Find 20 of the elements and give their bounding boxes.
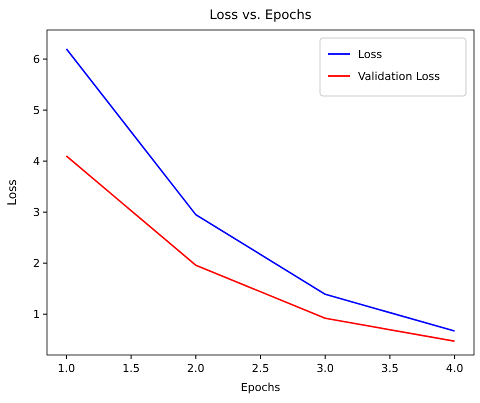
x-tick-label: 4.0 (446, 362, 464, 375)
legend-label: Validation Loss (358, 70, 440, 83)
chart-title: Loss vs. Epochs (210, 8, 312, 23)
x-tick-label: 3.0 (316, 362, 334, 375)
y-tick-label: 6 (33, 53, 40, 66)
y-tick-label: 3 (33, 206, 40, 220)
y-tick-label: 4 (33, 155, 40, 168)
y-tick-label: 1 (33, 308, 40, 322)
y-tick-label: 5 (33, 104, 40, 118)
x-axis-title: Epochs (240, 381, 280, 394)
x-tick-label: 3.5 (381, 362, 399, 375)
y-tick-label: 2 (33, 257, 40, 270)
x-tick-label: 1.0 (58, 362, 76, 375)
x-tick-label: 2.0 (187, 362, 205, 375)
line-series (66, 48, 456, 332)
legend-label: Loss (358, 48, 382, 61)
line-series (66, 155, 456, 342)
x-tick-label: 1.5 (122, 362, 140, 375)
y-axis-title: Loss (5, 179, 19, 206)
x-tick-label: 2.5 (252, 362, 270, 375)
